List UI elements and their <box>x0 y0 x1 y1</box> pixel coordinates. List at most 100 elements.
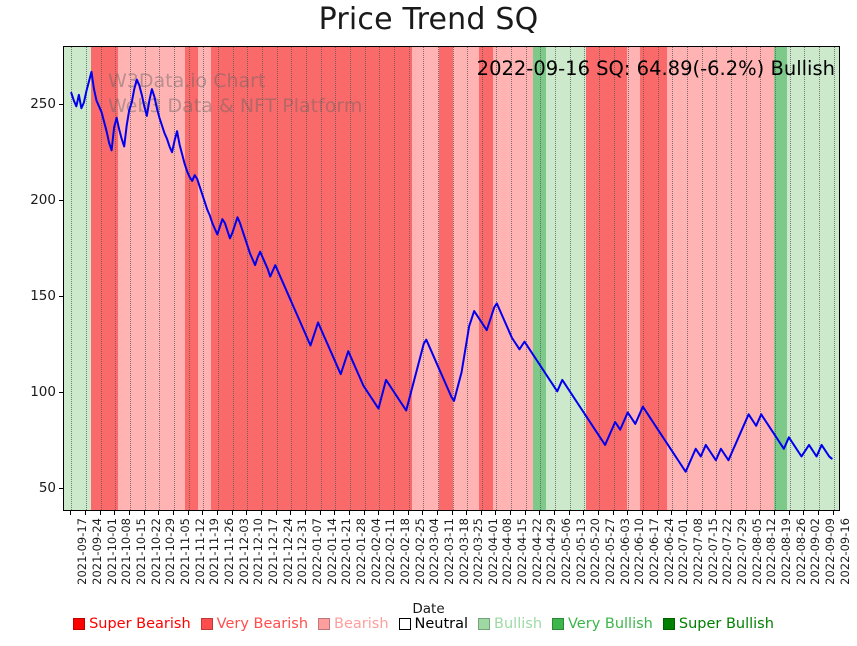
legend-item[interactable]: Bullish <box>478 616 542 632</box>
sentiment-band <box>626 47 641 510</box>
sentiment-band <box>747 47 762 510</box>
sentiment-band <box>760 47 775 510</box>
x-tick-mark <box>818 511 819 515</box>
x-tick-mark <box>187 511 189 515</box>
x-tick-mark <box>158 511 160 515</box>
y-tick-label: 200 <box>30 191 56 208</box>
x-tick-mark <box>378 511 380 515</box>
x-tick-label: 2022-08-26 <box>793 518 808 585</box>
x-tick-label: 2022-08-05 <box>749 518 764 585</box>
x-tick-mark <box>700 511 702 515</box>
page-title: Price Trend SQ <box>318 2 539 37</box>
x-tick-mark <box>671 511 673 515</box>
y-tick-label: 100 <box>30 383 56 400</box>
x-tick-label: 2022-06-17 <box>647 518 662 585</box>
x-tick-label: 2022-09-16 <box>837 518 852 585</box>
x-tick-label: 2022-03-18 <box>456 518 471 585</box>
x-tick-label: 2022-06-10 <box>632 518 647 585</box>
legend-label: Bearish <box>334 616 389 632</box>
y-tick-mark <box>59 199 63 201</box>
legend-swatch-icon <box>73 618 86 630</box>
x-axis-label: Date <box>412 601 445 617</box>
sentiment-band <box>733 47 748 510</box>
x-tick-label: 2021-12-24 <box>280 518 295 585</box>
sentiment-band <box>144 47 159 510</box>
x-tick-label: 2022-08-19 <box>779 518 794 585</box>
x-tick-mark <box>744 511 746 515</box>
x-tick-mark <box>436 511 438 515</box>
x-tick-mark <box>612 511 614 515</box>
legend-swatch-icon <box>318 618 331 630</box>
legend-swatch-icon <box>200 618 213 630</box>
x-tick-mark <box>84 511 86 515</box>
sentiment-bands <box>64 47 839 510</box>
sentiment-band <box>157 47 172 510</box>
x-tick-mark <box>172 511 174 515</box>
x-tick-mark <box>363 511 365 515</box>
x-tick-label: 2022-05-06 <box>559 518 574 585</box>
sentiment-band <box>532 47 547 510</box>
x-tick-mark <box>466 511 468 515</box>
y-tick-label: 50 <box>38 479 56 496</box>
legend-item[interactable]: Super Bullish <box>662 616 774 632</box>
sentiment-band <box>707 47 722 510</box>
x-tick-label: 2022-03-25 <box>471 518 486 585</box>
legend-item[interactable]: Very Bearish <box>200 616 308 632</box>
x-tick-label: 2021-10-01 <box>104 518 119 585</box>
x-tick-mark <box>598 511 600 515</box>
legend-item[interactable]: Bearish <box>318 616 389 632</box>
price-line-chart <box>70 70 833 473</box>
sentiment-band <box>104 47 119 510</box>
sentiment-band <box>814 47 829 510</box>
legend-item[interactable]: Very Bullish <box>552 616 653 632</box>
x-tick-label: 2021-10-22 <box>148 518 163 585</box>
legend-swatch-icon <box>398 618 411 630</box>
x-tick-label: 2022-05-13 <box>573 518 588 585</box>
x-tick-mark <box>642 511 644 515</box>
x-tick-mark <box>803 511 805 515</box>
legend-swatch-icon <box>478 618 491 630</box>
legend-item[interactable]: Super Bearish <box>73 616 191 632</box>
x-tick-mark <box>99 511 101 515</box>
x-tick-mark <box>334 511 336 515</box>
sentiment-band <box>465 47 480 510</box>
sentiment-band <box>318 47 333 510</box>
x-tick-mark <box>715 511 717 515</box>
sentiment-band <box>130 47 145 510</box>
x-tick-label: 2022-01-07 <box>309 518 324 585</box>
legend-label: Bullish <box>494 616 543 632</box>
x-tick-mark <box>319 511 321 515</box>
x-tick-label: 2022-03-11 <box>441 518 456 585</box>
sentiment-band <box>291 47 306 510</box>
sentiment-band <box>827 47 839 510</box>
x-tick-label: 2021-12-17 <box>265 518 280 585</box>
x-tick-mark <box>759 511 761 515</box>
x-tick-mark <box>495 511 497 515</box>
sentiment-band <box>666 47 681 510</box>
legend-item[interactable]: Neutral <box>398 616 468 632</box>
x-tick-mark <box>788 511 790 515</box>
x-tick-label: 2022-02-25 <box>412 518 427 585</box>
sentiment-band <box>546 47 561 510</box>
sentiment-band <box>693 47 708 510</box>
x-tick-mark <box>128 511 130 515</box>
x-tick-label: 2021-10-15 <box>133 518 148 585</box>
sentiment-band <box>787 47 802 510</box>
y-tick-mark <box>59 295 63 297</box>
x-tick-mark <box>275 511 277 515</box>
x-tick-label: 2022-04-29 <box>544 518 559 585</box>
x-tick-mark <box>524 511 526 515</box>
x-tick-mark <box>568 511 570 515</box>
x-tick-mark <box>510 511 512 515</box>
x-tick-mark <box>231 511 233 515</box>
sentiment-band <box>197 47 212 510</box>
x-tick-label: 2022-05-27 <box>603 518 618 585</box>
x-tick-mark <box>774 511 776 515</box>
legend-label: Super Bullish <box>678 616 774 632</box>
y-tick-mark <box>59 487 63 489</box>
sentiment-band <box>599 47 614 510</box>
x-tick-mark <box>539 511 541 515</box>
y-tick-label: 150 <box>30 287 56 304</box>
x-tick-label: 2021-11-05 <box>177 518 192 585</box>
